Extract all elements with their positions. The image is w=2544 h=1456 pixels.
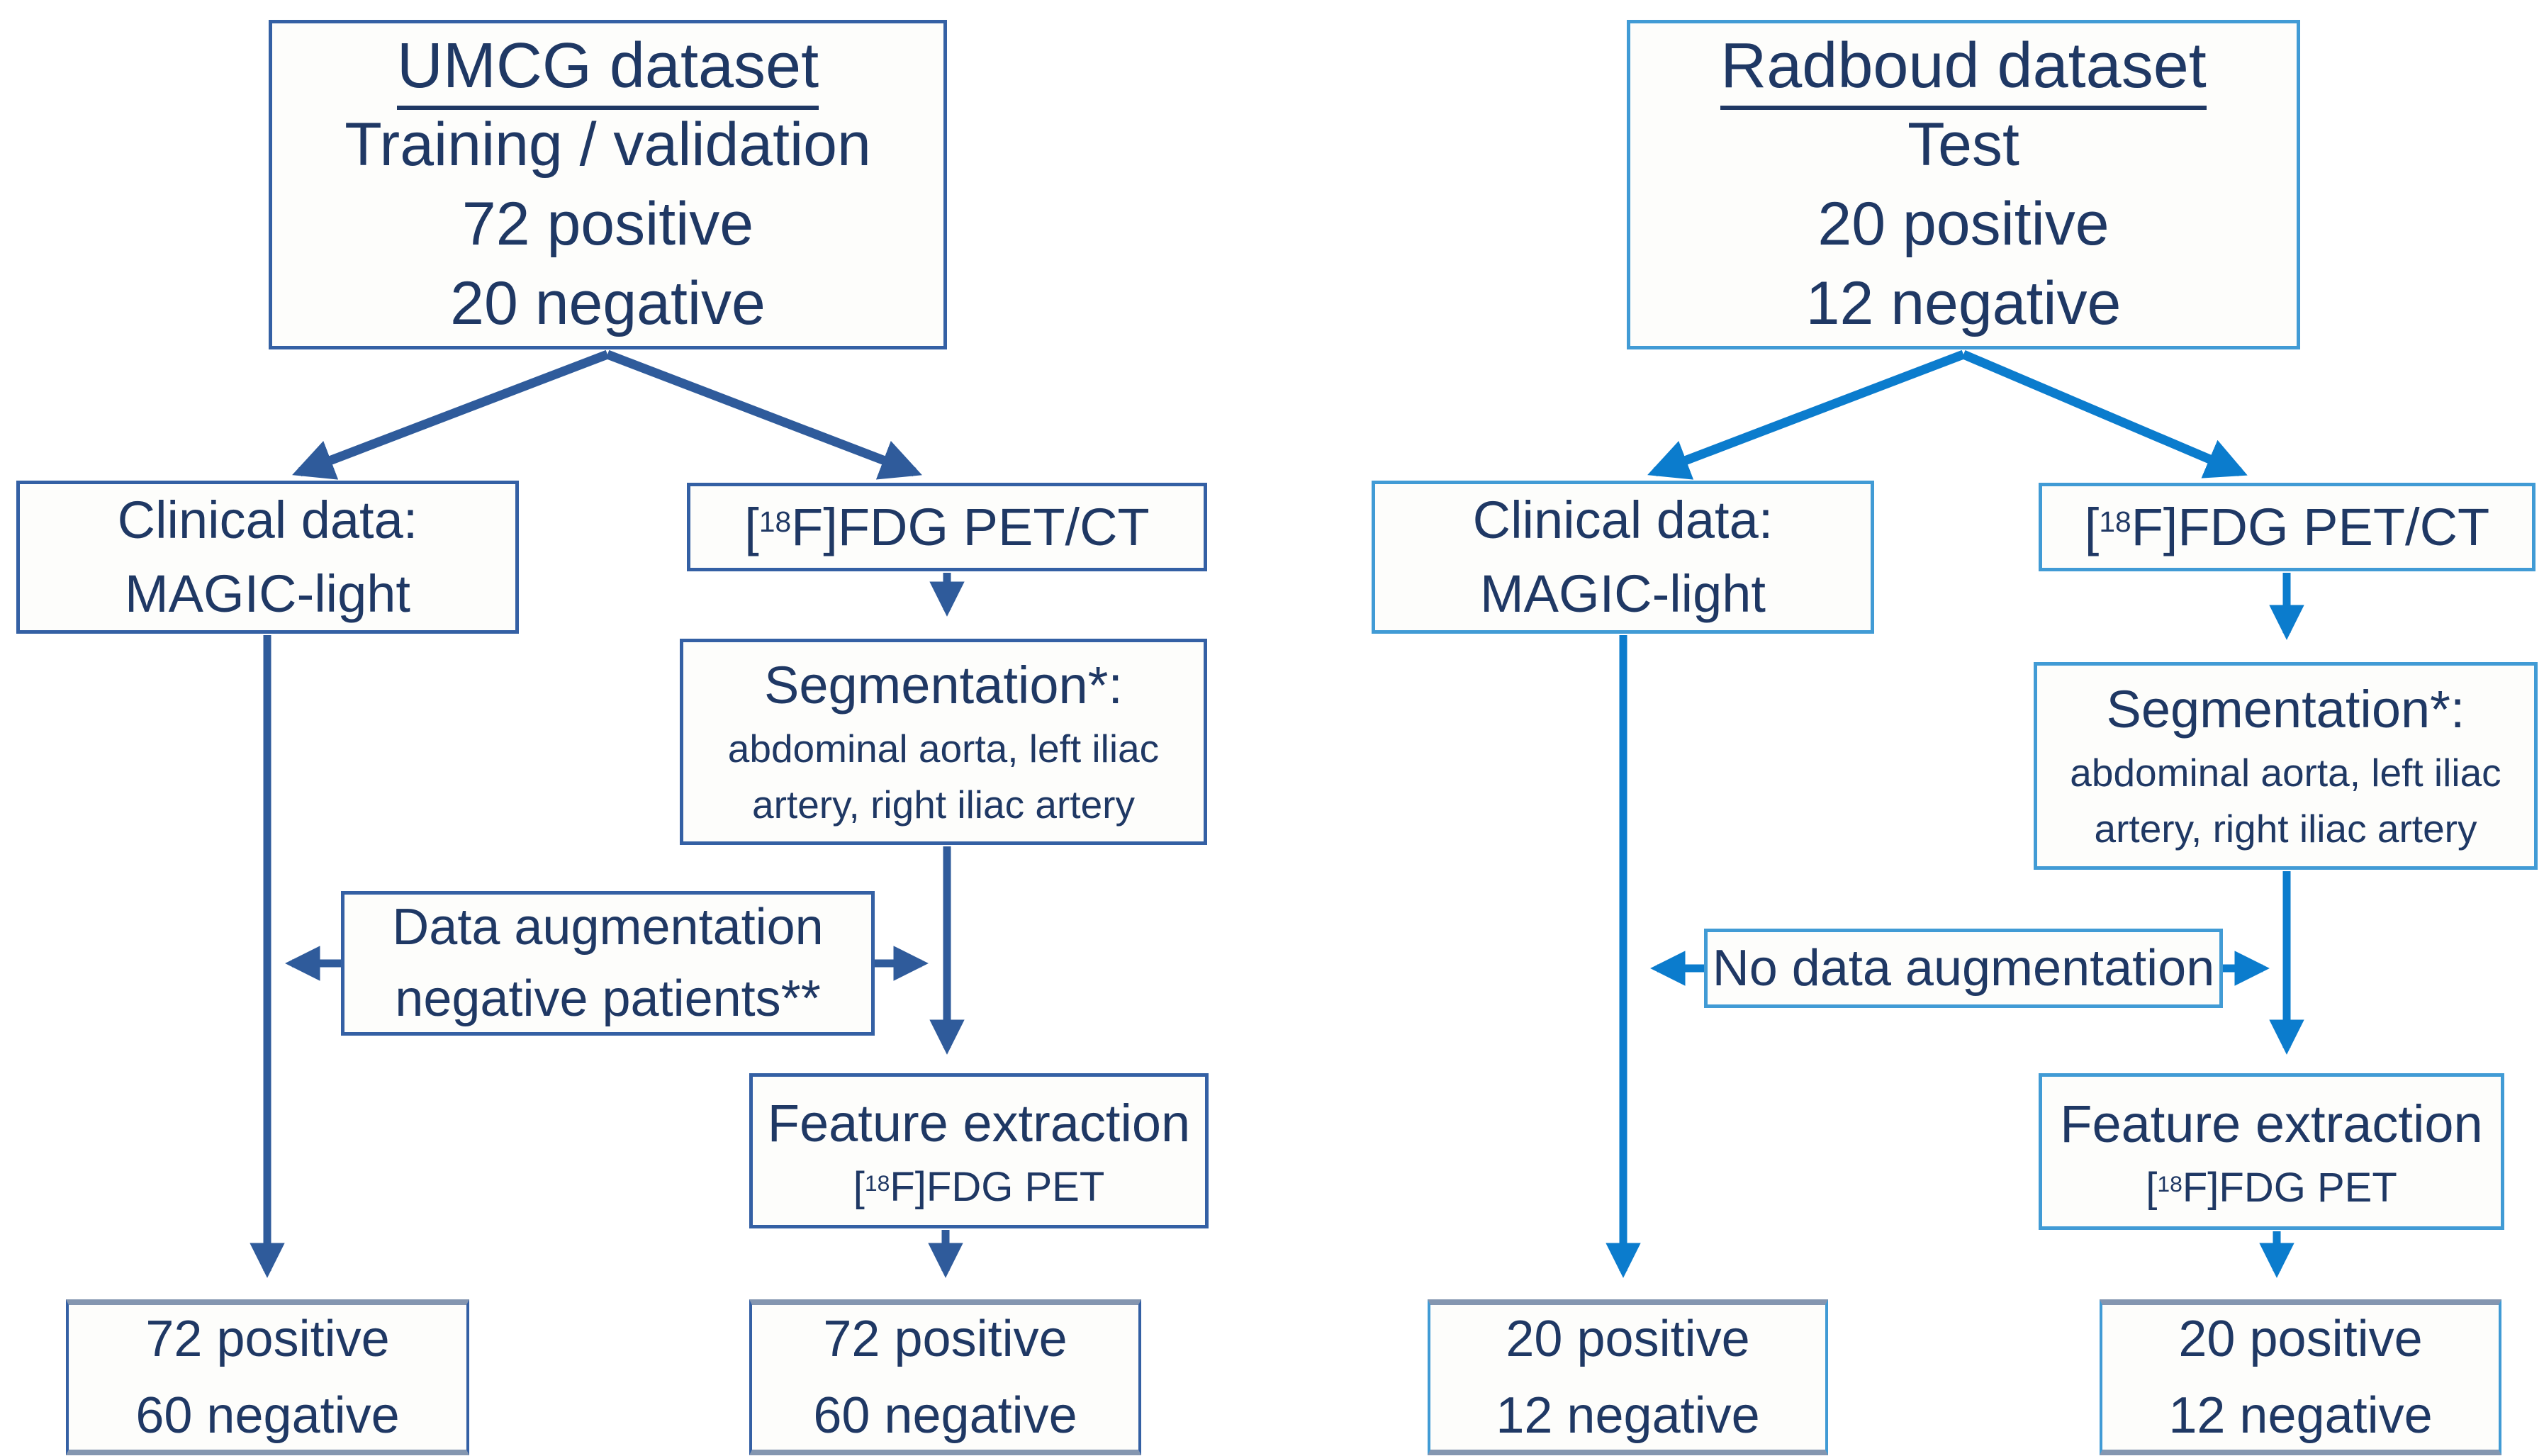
umcg-pet-outcome-positives: 72 positive	[823, 1311, 1068, 1367]
radboud-augmentation-box: No data augmentation	[1704, 929, 2223, 1008]
isotope-superscript: 18	[864, 1170, 890, 1196]
umcg-pet-outcome-box: 72 positive 60 negative	[749, 1299, 1141, 1455]
arrow-umcg-to-clinical	[292, 349, 610, 480]
radboud-positives: 20 positive	[1817, 189, 2109, 258]
isotope-superscript: 18	[758, 505, 792, 539]
radboud-negatives: 12 negative	[1805, 269, 2122, 337]
radboud-clinical-box: Clinical data: MAGIC-light	[1372, 481, 1874, 634]
umcg-segmentation-title: Segmentation*:	[763, 655, 1123, 715]
radboud-subtitle: Test	[1907, 111, 2019, 179]
radboud-augmentation-line1: No data augmentation	[1712, 939, 2215, 997]
umcg-clinical-outcome-box: 72 positive 60 negative	[66, 1299, 469, 1455]
radboud-pet-label: [18F]FDG PET/CT	[2084, 497, 2490, 556]
umcg-pet-outcome-negatives: 60 negative	[813, 1387, 1077, 1444]
umcg-segmentation-body-line1: abdominal aorta, left iliac	[727, 726, 1160, 771]
umcg-clinical-title: Clinical data:	[117, 491, 418, 550]
umcg-negatives: 20 negative	[450, 269, 766, 337]
radboud-segmentation-box: Segmentation*: abdominal aorta, left ili…	[2034, 662, 2538, 870]
umcg-pet-box: [18F]FDG PET/CT	[687, 483, 1207, 571]
radboud-clinical-outcome-positives: 20 positive	[1506, 1311, 1750, 1367]
radboud-segmentation-title: Segmentation*:	[2106, 679, 2465, 739]
umcg-title: UMCG dataset	[396, 26, 819, 110]
umcg-clinical-outcome-positives: 72 positive	[145, 1311, 390, 1367]
radboud-segmentation-body-line2: artery, right iliac artery	[2094, 807, 2477, 851]
umcg-augmentation-line2: negative patients**	[395, 970, 821, 1027]
radboud-title: Radboud dataset	[1720, 26, 2207, 110]
umcg-augmentation-line1: Data augmentation	[392, 899, 824, 956]
umcg-segmentation-body-line2: artery, right iliac artery	[752, 783, 1135, 827]
radboud-clinical-outcome-negatives: 12 negative	[1496, 1387, 1760, 1444]
radboud-pet-box: [18F]FDG PET/CT	[2039, 483, 2535, 571]
radboud-source-box: Radboud dataset Test 20 positive 12 nega…	[1627, 20, 2300, 349]
radboud-clinical-subtitle: MAGIC-light	[1480, 564, 1766, 623]
umcg-positives: 72 positive	[461, 189, 754, 258]
umcg-subtitle: Training / validation	[344, 111, 871, 179]
umcg-source-box: UMCG dataset Training / validation 72 po…	[269, 20, 947, 349]
radboud-clinical-title: Clinical data:	[1472, 491, 1773, 550]
radboud-feature-title: Feature extraction	[2060, 1094, 2483, 1153]
radboud-pet-outcome-negatives: 12 negative	[2168, 1387, 2433, 1444]
umcg-clinical-subtitle: MAGIC-light	[125, 564, 410, 623]
umcg-augmentation-box: Data augmentation negative patients**	[341, 891, 875, 1036]
arrow-radboud-to-clinical	[1647, 349, 1966, 480]
umcg-clinical-box: Clinical data: MAGIC-light	[16, 481, 519, 634]
arrow-umcg-to-pet	[605, 349, 922, 480]
umcg-pet-label: [18F]FDG PET/CT	[744, 497, 1150, 556]
radboud-pet-outcome-positives: 20 positive	[2178, 1311, 2423, 1367]
radboud-segmentation-body-line1: abdominal aorta, left iliac	[2070, 750, 2501, 795]
umcg-feature-sub: [18F]FDG PET	[853, 1164, 1105, 1211]
radboud-clinical-outcome-box: 20 positive 12 negative	[1428, 1299, 1828, 1455]
isotope-superscript: 18	[2099, 505, 2131, 539]
radboud-feature-sub: [18F]FDG PET	[2146, 1165, 2397, 1211]
umcg-clinical-outcome-negatives: 60 negative	[135, 1387, 400, 1444]
isotope-superscript: 18	[2157, 1170, 2182, 1197]
umcg-segmentation-box: Segmentation*: abdominal aorta, left ili…	[680, 639, 1207, 845]
umcg-feature-title: Feature extraction	[767, 1093, 1191, 1153]
radboud-feature-box: Feature extraction [18F]FDG PET	[2039, 1073, 2504, 1230]
arrow-radboud-to-pet	[1961, 350, 2248, 478]
radboud-pet-outcome-box: 20 positive 12 negative	[2100, 1299, 2501, 1455]
umcg-feature-box: Feature extraction [18F]FDG PET	[749, 1073, 1209, 1228]
